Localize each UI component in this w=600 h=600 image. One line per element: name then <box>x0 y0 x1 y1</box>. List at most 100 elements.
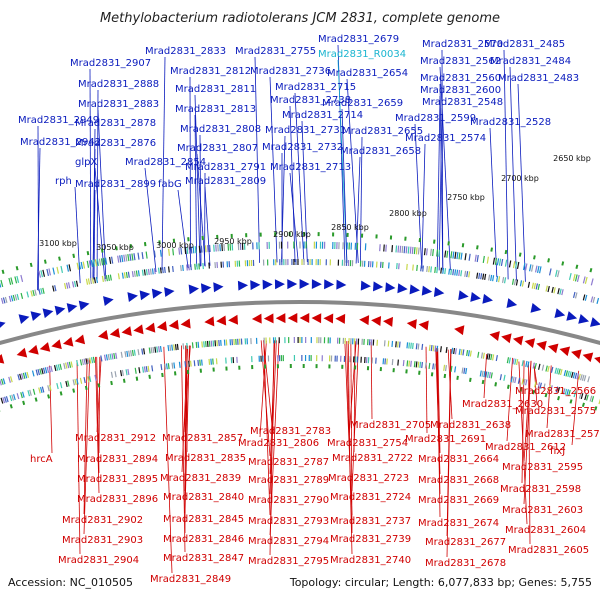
reverse-gene-label: Mrad2831_2904 <box>58 555 139 566</box>
forward-gene-label: Mrad2831_2485 <box>484 39 565 50</box>
forward-gene-label: Mrad2831_2483 <box>498 73 579 84</box>
forward-gene-label: Mrad2831_2715 <box>275 82 356 93</box>
tick-label: 2700 kbp <box>501 174 539 183</box>
reverse-gene-label: Mrad2831_2566 <box>515 386 596 397</box>
forward-gene-label: Mrad2831_2714 <box>282 110 363 121</box>
tick-label: 3000 kbp <box>156 241 194 250</box>
backbone-ring <box>0 300 600 346</box>
forward-gene-label: Mrad2831_2658 <box>340 146 421 157</box>
reverse-gene-label: Mrad2831_2664 <box>418 454 499 465</box>
reverse-gene-arrows <box>0 313 600 364</box>
reverse-gene-label: Mrad2831_2674 <box>418 518 499 529</box>
forward-gene-label: Mrad2831_2949 <box>18 115 99 126</box>
forward-gene-label: Mrad2831_2812 <box>170 66 251 77</box>
forward-gene-label: Mrad2831_2876 <box>75 138 156 149</box>
reverse-gene-label: Mrad2831_2604 <box>505 525 586 536</box>
tick-label: 2650 kbp <box>553 154 591 163</box>
reverse-gene-label: Mrad2831_2806 <box>238 438 319 449</box>
reverse-gene-label: Mrad2831_2795 <box>248 556 329 567</box>
forward-gene-label: fabG <box>158 179 182 190</box>
forward-gene-label: Mrad2831_2907 <box>70 58 151 69</box>
forward-gene-label: Mrad2831_2833 <box>145 46 226 57</box>
reverse-gene-label: Mrad2831_2847 <box>163 553 244 564</box>
genome-track <box>0 232 600 412</box>
forward-gene-label: Mrad2831_2562 <box>420 56 501 67</box>
forward-gene-label: Mrad2831_2888 <box>78 79 159 90</box>
reverse-gene-label: Mrad2831_2857 <box>162 433 243 444</box>
forward-gene-label: Mrad2831_2570 <box>422 39 503 50</box>
reverse-gene-label: Mrad2831_2903 <box>62 535 143 546</box>
forward-gene-label: Mrad2831_2791 <box>185 162 266 173</box>
forward-gene-label: Mrad2831_2732 <box>262 142 343 153</box>
forward-gene-label: Mrad2831_2813 <box>175 104 256 115</box>
reverse-gene-label: Mrad2831_2835 <box>165 453 246 464</box>
reverse-gene-label: Mrad2831_2705 <box>350 420 431 431</box>
reverse-gene-label: Mrad2831_2737 <box>330 516 411 527</box>
reverse-cds-band <box>0 337 600 386</box>
reverse-gene-label: Mrad2831_2678 <box>425 558 506 569</box>
reverse-gene-label: Mrad2831_2840 <box>163 492 244 503</box>
forward-gene-label: Mrad2831_2560 <box>420 73 501 84</box>
reverse-gene-label: Mrad2831_2630 <box>462 399 543 410</box>
forward-gene-arrows <box>0 279 600 328</box>
forward-gene-label: Mrad2831_2548 <box>422 97 503 108</box>
reverse-gene-label: Mrad2831_2575 <box>515 406 596 417</box>
tick-label: 2950 kbp <box>214 237 252 246</box>
tick-label: 2900 kbp <box>273 230 311 239</box>
forward-gene-label: Mrad2831_2808 <box>180 124 261 135</box>
reverse-gene-label: Mrad2831_2787 <box>248 457 329 468</box>
reverse-gene-label: Mrad2831_2790 <box>248 495 329 506</box>
reverse-gene-label: Mrad2831_2789 <box>248 475 329 486</box>
label-leader-lines <box>37 44 580 574</box>
forward-gene-label: Mrad2831_2811 <box>175 84 256 95</box>
forward-gene-label: Mrad2831_2679 <box>318 34 399 45</box>
reverse-gene-label: Mrad2831_2740 <box>330 555 411 566</box>
forward-gene-label: Mrad2831_2484 <box>490 56 571 67</box>
inner-feature-band <box>0 355 600 405</box>
forward-gene-label: rph <box>55 176 72 187</box>
tick-labels: 3100 kbp 3050 kbp 3000 kbp 2950 kbp 2900 kbp… <box>39 154 591 252</box>
reverse-gene-label: Mrad2831_2595 <box>502 462 583 473</box>
reverse-gene-label: Mrad2831_2668 <box>418 475 499 486</box>
forward-gene-label: Mrad2831_2755 <box>235 46 316 57</box>
reverse-gene-label: Mrad2831_2846 <box>163 534 244 545</box>
tick-label: 2850 kbp <box>331 223 369 232</box>
reverse-gene-label: Mrad2831_2793 <box>248 516 329 527</box>
forward-gene-label: Mrad2831_2574 <box>405 133 486 144</box>
forward-gene-label: Mrad2831_2807 <box>177 143 258 154</box>
reverse-gene-label: Mrad2831_2894 <box>77 454 158 465</box>
tick-dashes <box>0 232 598 412</box>
forward-gene-label: Mrad2831_2878 <box>75 118 156 129</box>
reverse-gene-label: Mrad2831_2598 <box>500 484 581 495</box>
reverse-gene-label: Mrad2831_2845 <box>163 514 244 525</box>
reverse-gene-label: Mrad2831_2849 <box>150 574 231 585</box>
forward-gene-label: Mrad2831_2528 <box>470 117 551 128</box>
forward-gene-label: Mrad2831_2654 <box>327 68 408 79</box>
forward-gene-label: Mrad2831_R0034 <box>318 49 406 60</box>
reverse-gene-label: Mrad2831_2902 <box>62 515 143 526</box>
forward-gene-label: Mrad2831_2713 <box>270 162 351 173</box>
accession-text: Accession: NC_010505 <box>8 576 133 589</box>
tick-label: 3050 kbp <box>96 243 134 252</box>
reverse-gene-label: Mrad2831_2691 <box>405 434 486 445</box>
forward-cds-band <box>0 259 600 304</box>
tick-label: 2750 kbp <box>447 193 485 202</box>
reverse-gene-label: Mrad2831_2677 <box>425 537 506 548</box>
forward-gene-label: Mrad2831_2942 <box>20 137 101 148</box>
summary-text: Topology: circular; Length: 6,077,833 bp… <box>289 576 592 589</box>
reverse-gene-label: Mrad2831_2612 <box>485 442 566 453</box>
reverse-gene-label: hrcA <box>30 454 53 465</box>
reverse-gene-label: fixJ <box>550 446 565 457</box>
forward-gene-label: Mrad2831_2854 <box>125 157 206 168</box>
forward-gene-label: Mrad2831_2883 <box>78 99 159 110</box>
forward-gene-label: Mrad2831_2736 <box>250 66 331 77</box>
reverse-gene-label: Mrad2831_2739 <box>330 534 411 545</box>
forward-gene-label: Mrad2831_2899 <box>75 179 156 190</box>
tick-label: 3100 kbp <box>39 239 77 248</box>
forward-gene-label: Mrad2831_2655 <box>342 126 423 137</box>
reverse-gene-label: Mrad2831_2578 <box>525 429 600 440</box>
reverse-gene-label: Mrad2831_2896 <box>77 494 158 505</box>
tick-label: 2800 kbp <box>389 209 427 218</box>
